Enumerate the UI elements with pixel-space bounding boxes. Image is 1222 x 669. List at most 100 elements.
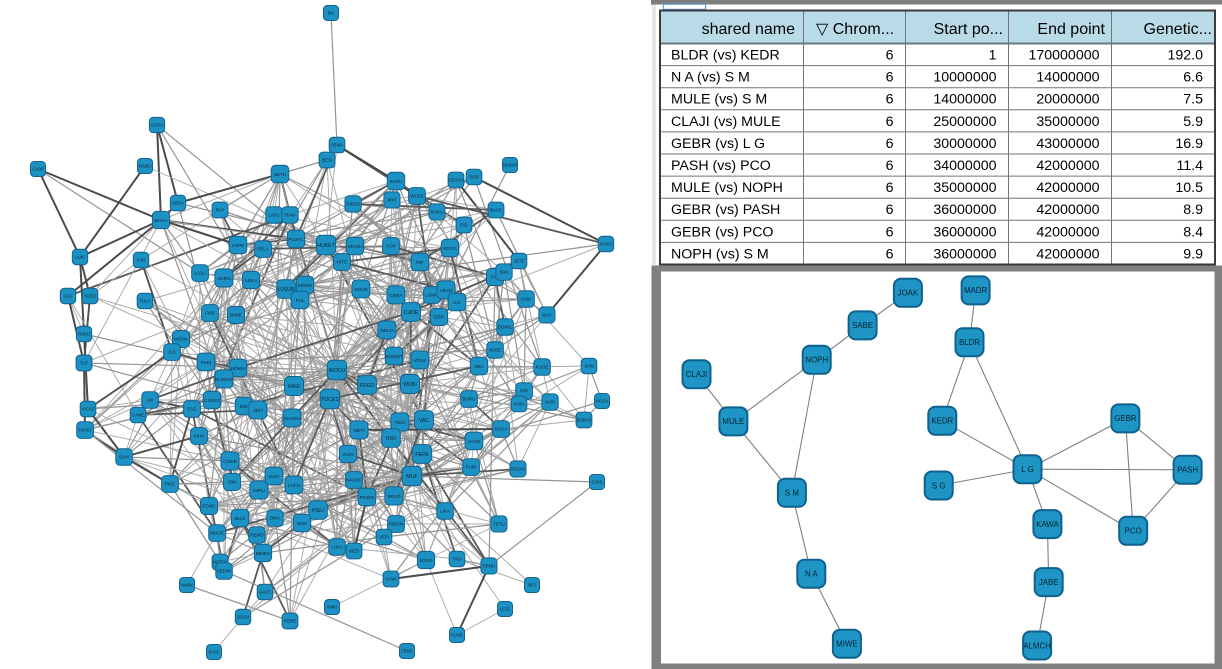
svg-text:HITE: HITE <box>337 260 347 265</box>
svg-text:6: 6 <box>886 70 894 86</box>
svg-text:VAJO: VAJO <box>342 452 354 457</box>
svg-text:FOP: FOP <box>386 244 395 249</box>
svg-text:PCO: PCO <box>1125 527 1142 536</box>
svg-text:ALMCH: ALMCH <box>1023 641 1051 650</box>
svg-text:5.9: 5.9 <box>1183 114 1203 130</box>
svg-text:MULE: MULE <box>722 417 744 426</box>
svg-text:WISI: WISI <box>297 521 307 526</box>
svg-text:VEDIW: VEDIW <box>217 569 232 574</box>
svg-text:BESI: BESI <box>322 158 332 163</box>
svg-text:shared name: shared name <box>702 21 795 38</box>
svg-text:▽ Chrom...: ▽ Chrom... <box>816 21 894 38</box>
svg-text:6: 6 <box>886 246 894 262</box>
svg-text:JOAK: JOAK <box>898 289 919 298</box>
svg-text:TAKED: TAKED <box>346 202 360 207</box>
svg-text:CIGOG: CIGOG <box>204 398 220 403</box>
svg-text:42000000: 42000000 <box>1036 158 1099 174</box>
svg-text:SOVE: SOVE <box>354 287 367 293</box>
svg-text:43000000: 43000000 <box>1036 136 1099 152</box>
svg-text:BIMES: BIMES <box>256 551 270 556</box>
svg-text:NOPH (vs) S M: NOPH (vs) S M <box>671 246 769 262</box>
svg-text:GEBR (vs) PASH: GEBR (vs) PASH <box>671 202 780 218</box>
svg-text:LULU: LULU <box>331 545 342 550</box>
svg-text:GADU: GADU <box>151 123 163 128</box>
svg-text:BACE: BACE <box>490 208 502 213</box>
svg-text:BIK: BIK <box>328 11 335 16</box>
svg-text:NOTOJ: NOTOJ <box>213 560 227 565</box>
svg-text:GENA: GENA <box>172 201 184 206</box>
svg-text:VUWI: VUWI <box>385 577 396 582</box>
svg-text:RIBON: RIBON <box>389 522 403 527</box>
svg-text:BUKU: BUKU <box>431 210 443 215</box>
svg-text:6: 6 <box>886 136 894 152</box>
svg-text:KIHA: KIHA <box>194 434 205 439</box>
svg-text:WOCU: WOCU <box>329 368 346 374</box>
svg-text:JIRIT: JIRIT <box>387 198 398 203</box>
svg-text:LIKA: LIKA <box>440 509 450 514</box>
svg-text:COKE: COKE <box>223 459 238 465</box>
svg-text:NITI: NITI <box>528 583 536 588</box>
svg-text:N A (vs) S M: N A (vs) S M <box>671 70 750 86</box>
svg-text:CIC: CIC <box>453 300 462 305</box>
svg-text:JABE: JABE <box>1039 578 1059 587</box>
svg-text:TOCES: TOCES <box>321 397 340 403</box>
svg-text:REMO: REMO <box>250 533 264 538</box>
svg-text:KAKU: KAKU <box>390 179 403 184</box>
svg-text:RORE: RORE <box>284 619 297 624</box>
svg-text:BIWE: BIWE <box>230 313 242 318</box>
svg-text:NOWOT: NOWOT <box>385 354 403 359</box>
svg-text:VEVOJ: VEVOJ <box>347 244 362 249</box>
svg-text:BLDR: BLDR <box>959 338 980 347</box>
svg-text:VICAS: VICAS <box>82 407 95 412</box>
svg-text:FEME: FEME <box>401 649 413 654</box>
svg-text:MADR: MADR <box>964 286 988 295</box>
svg-text:POGO: POGO <box>360 495 375 501</box>
svg-text:BLDR (vs) KEDR: BLDR (vs) KEDR <box>671 48 780 64</box>
svg-text:TUF: TUF <box>491 275 500 280</box>
svg-text:MIC: MIC <box>240 404 249 409</box>
svg-text:MIWE: MIWE <box>836 640 857 649</box>
svg-text:42000000: 42000000 <box>1036 202 1099 218</box>
svg-text:NAKIK: NAKIK <box>181 583 194 588</box>
svg-text:CID: CID <box>460 223 467 228</box>
svg-text:DOWIL: DOWIL <box>498 325 513 330</box>
svg-text:14000000: 14000000 <box>1036 70 1099 86</box>
svg-text:11.4: 11.4 <box>1176 158 1203 174</box>
svg-text:NASOF: NASOF <box>346 478 362 483</box>
svg-text:BUJI: BUJI <box>235 516 245 521</box>
svg-text:SUGEH: SUGEH <box>283 416 301 422</box>
svg-text:CAG: CAG <box>63 294 72 299</box>
svg-text:PISU: PISU <box>312 508 324 514</box>
svg-text:34000000: 34000000 <box>933 158 996 174</box>
svg-text:SON: SON <box>584 364 593 369</box>
svg-text:7.5: 7.5 <box>1183 92 1203 108</box>
svg-text:LAJU: LAJU <box>194 271 205 276</box>
svg-text:FAG: FAG <box>187 407 197 412</box>
svg-text:TADI: TADI <box>452 557 461 562</box>
svg-text:PEFE: PEFE <box>415 452 429 458</box>
svg-text:RAM: RAM <box>285 213 295 218</box>
svg-text:DIPU: DIPU <box>253 488 265 494</box>
svg-text:MULE (vs) S M: MULE (vs) S M <box>671 92 767 108</box>
svg-text:30000000: 30000000 <box>933 136 996 152</box>
svg-text:FOGO: FOGO <box>360 383 375 389</box>
svg-text:KACA: KACA <box>495 427 507 432</box>
svg-text:1: 1 <box>989 48 997 64</box>
svg-text:PUJAC: PUJAC <box>288 237 304 242</box>
svg-text:S G: S G <box>932 481 946 490</box>
svg-text:170000000: 170000000 <box>1028 48 1099 64</box>
svg-text:NETI: NETI <box>353 428 364 434</box>
svg-text:N A: N A <box>805 570 818 579</box>
svg-text:PAKI: PAKI <box>201 360 212 366</box>
svg-text:RIF: RIF <box>416 260 424 265</box>
svg-text:WED: WED <box>349 549 359 554</box>
svg-text:PELA: PELA <box>257 247 269 252</box>
svg-text:PASH: PASH <box>1177 466 1198 475</box>
svg-text:DIKI: DIKI <box>474 364 483 369</box>
svg-text:6.6: 6.6 <box>1183 70 1203 86</box>
svg-text:ROJAK: ROJAK <box>511 467 526 472</box>
svg-text:FIWUJ: FIWUJ <box>78 332 91 337</box>
svg-text:SOKO: SOKO <box>419 558 433 563</box>
svg-text:42000000: 42000000 <box>1036 224 1099 240</box>
svg-text:JETE: JETE <box>514 259 524 264</box>
